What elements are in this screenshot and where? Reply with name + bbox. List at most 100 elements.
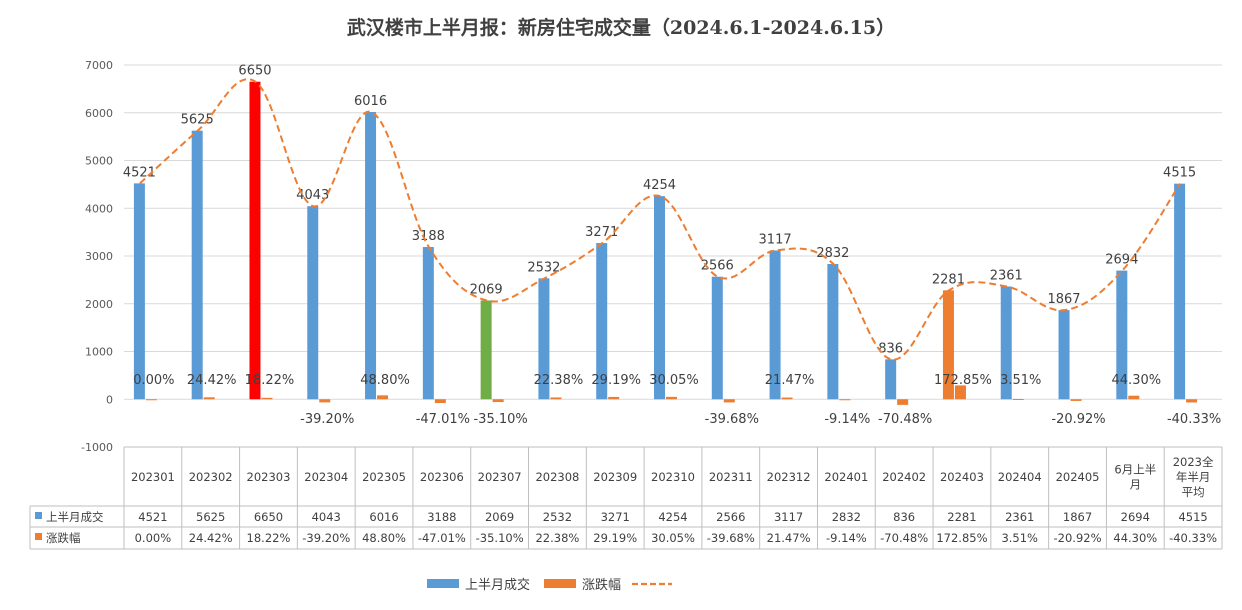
table-change: -47.01%	[418, 531, 466, 545]
value-label: 5625	[181, 113, 214, 128]
change-label: -35.10%	[473, 412, 527, 427]
change-label: 30.05%	[649, 373, 699, 388]
y-tick-label: 7000	[85, 59, 113, 72]
bar-change	[723, 399, 735, 403]
table-change: 21.47%	[767, 531, 811, 545]
bar-change	[666, 396, 677, 400]
category-label-line: 202405	[1056, 470, 1100, 484]
bar-change	[1186, 399, 1198, 403]
value-label: 2361	[990, 269, 1023, 284]
bar-change	[1012, 398, 1024, 400]
table-value: 836	[893, 510, 915, 524]
table-value: 4043	[312, 510, 341, 524]
table-value: 6650	[254, 510, 283, 524]
category-label-line: 202401	[824, 470, 868, 484]
table-change: 44.30%	[1113, 531, 1157, 545]
bar-change	[1128, 395, 1140, 400]
y-tick-label: 1000	[85, 346, 113, 359]
bar-deals	[1058, 310, 1070, 400]
bar-deals	[1000, 286, 1012, 400]
bar-deals	[711, 276, 723, 400]
table-value: 4521	[138, 510, 167, 524]
category-label-line: 202403	[940, 470, 984, 484]
bar-deals	[1116, 270, 1128, 400]
change-label: 21.47%	[765, 373, 815, 388]
data-table: 202301 4521 0.00% 202302 5625 24.42% 202303 665…	[29, 446, 1223, 550]
bar-deals	[191, 130, 203, 400]
category-label-line: 202308	[535, 470, 579, 484]
change-label: -39.68%	[705, 412, 759, 427]
bar-change	[319, 399, 331, 403]
change-label: 18.22%	[245, 373, 295, 388]
value-label: 836	[878, 341, 903, 356]
category-label-line: 月	[1130, 478, 1142, 492]
y-tick-label: 2000	[85, 298, 113, 311]
category-label-line: 202312	[767, 470, 811, 484]
table-change: -35.10%	[476, 531, 524, 545]
category-label-line: 202309	[593, 470, 637, 484]
bar-change	[203, 397, 215, 400]
table-value: 2069	[485, 510, 514, 524]
bar-deals	[365, 111, 377, 400]
category-label-line: 202302	[189, 470, 233, 484]
change-label: -20.92%	[1051, 412, 1105, 427]
row-label-deals: 上半月成交	[46, 510, 104, 524]
category-label-line: 202305	[362, 470, 406, 484]
bar-deals	[249, 81, 261, 400]
bar-deals	[885, 359, 897, 400]
value-label: 2069	[470, 282, 503, 297]
bar-deals	[827, 264, 839, 400]
value-label: 3271	[585, 225, 618, 240]
y-tick-label: 6000	[85, 107, 113, 120]
data-labels: 45210.00%562524.42%665018.22%4043-39.20%…	[123, 64, 1221, 427]
grid	[124, 64, 1222, 448]
bar-change	[897, 399, 909, 405]
legend-swatch-deals	[427, 579, 459, 588]
table-change: -9.14%	[826, 531, 867, 545]
legend-swatch-change	[544, 579, 576, 588]
change-label: -47.01%	[416, 412, 470, 427]
y-tick-label: 5000	[85, 155, 113, 168]
bar-deals	[1174, 183, 1186, 400]
value-label: 2694	[1105, 253, 1138, 268]
row-key-change	[35, 533, 42, 540]
table-value: 3188	[427, 510, 456, 524]
category-label-line: 6月上半	[1114, 463, 1156, 477]
value-label: 4515	[1163, 166, 1196, 181]
table-change: 24.42%	[189, 531, 233, 545]
legend: 上半月成交 涨跌幅	[427, 577, 672, 593]
category-label-line: 平均	[1182, 485, 1205, 499]
bar-change	[550, 397, 562, 400]
bar-change	[1070, 399, 1082, 401]
trend-line	[139, 78, 1181, 361]
bar-deals	[769, 250, 781, 400]
chart-title: 武汉楼市上半月报：新房住宅成交量（2024.6.1-2024.6.15）	[347, 16, 895, 39]
bar-deals	[422, 247, 434, 400]
change-label: -39.20%	[300, 412, 354, 427]
table-value: 5625	[196, 510, 225, 524]
bar-change	[492, 399, 504, 403]
table-change: -20.92%	[1054, 531, 1102, 545]
bar-change	[781, 397, 793, 400]
y-axis: -1000 0 1000 2000 3000 4000 5000 6000 7000	[81, 59, 113, 454]
table-value: 3117	[774, 510, 803, 524]
category-label-line: 202304	[304, 470, 348, 484]
table-change: 172.85%	[936, 531, 987, 545]
bar-deals	[596, 243, 608, 400]
table-value: 2281	[947, 510, 976, 524]
bar-deals	[654, 196, 665, 400]
table-change: -39.68%	[707, 531, 755, 545]
change-label: -70.48%	[878, 412, 932, 427]
table-value: 4254	[658, 510, 687, 524]
table-value: 1867	[1063, 510, 1092, 524]
row-key-deals	[35, 512, 42, 519]
category-label-line: 202307	[478, 470, 522, 484]
category-label-line: 年半月	[1176, 470, 1211, 484]
change-label: 0.00%	[133, 373, 174, 388]
category-label-line: 2023全	[1173, 455, 1214, 469]
value-label: 2532	[527, 260, 560, 275]
table-value: 2532	[543, 510, 572, 524]
table-change: -39.20%	[302, 531, 350, 545]
change-label: -9.14%	[824, 412, 870, 427]
value-label: 4254	[643, 178, 676, 193]
